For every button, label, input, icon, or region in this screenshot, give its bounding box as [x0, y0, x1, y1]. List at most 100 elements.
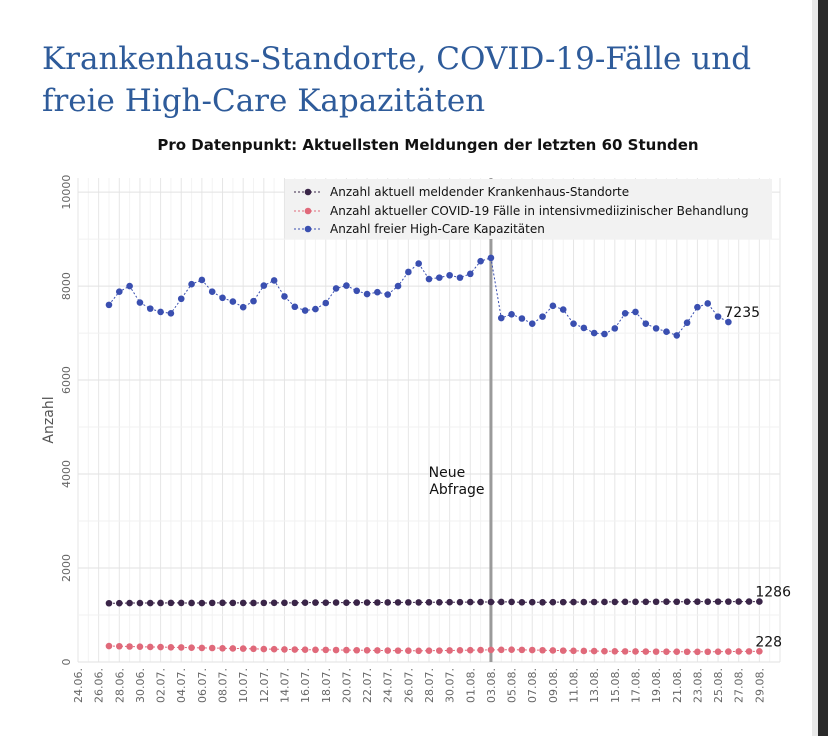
series-highcare-point	[177, 295, 185, 303]
series-highcare-point	[394, 282, 402, 290]
series-covid-point	[487, 646, 495, 654]
x-tick-label: 19.08.	[650, 668, 663, 703]
series-covid	[105, 642, 763, 656]
series-covid-point	[570, 647, 577, 655]
series-highcare-point	[601, 330, 608, 338]
series-covid-point	[425, 647, 433, 655]
page-title: Krankenhaus-Standorte, COVID-19-Fälle un…	[42, 38, 802, 122]
series-covid-point	[332, 646, 340, 654]
series-hospitals-point	[683, 598, 691, 606]
series-highcare-point	[374, 288, 381, 296]
x-tick-label: 14.07.	[278, 668, 291, 703]
series-hospitals-point	[549, 598, 557, 606]
x-tick-label: 27.08.	[733, 668, 746, 703]
series-covid-point	[415, 647, 422, 655]
x-tick-label: 30.06.	[134, 668, 147, 703]
series-hospitals-point	[570, 598, 577, 606]
series-covid-point	[436, 647, 443, 654]
series-covid-point	[126, 643, 133, 650]
series-highcare-point	[146, 305, 154, 312]
series-hospitals-point	[188, 599, 195, 607]
x-tick-label: 18.07.	[320, 668, 333, 703]
series-hospitals-point	[590, 598, 598, 606]
legend-label-highcare: Anzahl freier High-Care Kapazitäten	[330, 222, 545, 236]
x-tick-label: 11.08.	[568, 668, 581, 703]
series-highcare-point	[714, 313, 722, 320]
series-covid-point	[219, 644, 226, 652]
x-tick-label: 25.08.	[712, 668, 725, 703]
series-highcare-point	[157, 308, 164, 316]
series-covid-point	[270, 645, 278, 653]
series-covid-point	[528, 646, 536, 654]
series-hospitals-point	[177, 599, 185, 607]
series-covid-point	[363, 647, 371, 654]
series-highcare-point	[652, 325, 660, 332]
legend-box	[285, 179, 772, 239]
series-covid-point	[694, 648, 701, 656]
series-covid-point	[291, 646, 299, 653]
x-tick-label: 20.07.	[340, 668, 353, 703]
series-highcare-point	[725, 318, 732, 326]
series-hospitals-point	[363, 599, 371, 606]
x-tick-label: 26.06.	[93, 668, 106, 703]
series-hospitals-point	[270, 599, 278, 607]
series-highcare-point	[570, 320, 577, 327]
series-hospitals-point	[332, 599, 340, 606]
x-tick-label: 03.08.	[485, 668, 498, 703]
series-covid-point	[446, 647, 453, 654]
series-hospitals-point	[425, 599, 433, 606]
end-label-hospitals: 1286	[755, 585, 791, 601]
series-highcare-point	[250, 297, 257, 305]
x-tick-label: 21.08.	[671, 668, 684, 703]
series-highcare-point	[270, 277, 278, 284]
series-hospitals-point	[528, 598, 536, 606]
series-highcare-point	[332, 285, 340, 292]
series-covid-point	[714, 648, 722, 655]
series-hospitals-point	[322, 599, 330, 606]
y-tick-label: 6000	[60, 366, 73, 394]
series-covid-point	[115, 642, 123, 650]
series-highcare-point	[425, 275, 433, 283]
x-tick-label: 12.07.	[258, 668, 271, 703]
series-highcare-point	[642, 320, 650, 327]
series-hospitals-point	[384, 599, 392, 606]
page-edge-shadow	[812, 0, 818, 736]
series-highcare-point	[508, 310, 515, 318]
series-covid-point	[549, 647, 557, 654]
x-tick-label: 26.07.	[402, 668, 415, 703]
series-covid-point	[663, 648, 670, 655]
series-highcare-point	[126, 282, 133, 290]
series-covid-point	[477, 646, 484, 654]
series-covid-point	[405, 647, 412, 655]
legend: Anzahl aktuell meldender Krankenhaus-Sta…	[285, 179, 772, 239]
series-covid-point	[198, 644, 206, 652]
series-hospitals-point	[735, 598, 743, 605]
x-tick-label: 06.07.	[196, 668, 209, 703]
series-hospitals-point	[714, 598, 722, 605]
series-hospitals-point	[229, 599, 237, 607]
series-hospitals-point	[374, 599, 381, 606]
legend-key-point	[304, 225, 312, 233]
series-highcare-point	[405, 268, 412, 276]
series-hospitals-point	[663, 598, 670, 606]
series-covid-point	[208, 644, 216, 652]
series-hospitals-point	[745, 598, 753, 605]
series-covid-point	[580, 647, 588, 655]
series-covid-point	[497, 646, 505, 654]
page-title-line-2: freie High-Care Kapazitäten	[42, 83, 486, 119]
x-tick-label: 13.08.	[588, 668, 601, 703]
series-hospitals-point	[497, 598, 505, 606]
series-hospitals-point	[725, 598, 732, 605]
series-hospitals-point	[694, 598, 701, 605]
series-hospitals-point	[652, 598, 660, 606]
x-tick-label: 05.08.	[506, 668, 519, 703]
series-hospitals-point	[167, 599, 175, 607]
x-tick-label: 24.07.	[382, 668, 395, 703]
series-highcare-point	[301, 307, 309, 314]
series-highcare-point	[208, 288, 216, 296]
series-covid-line	[108, 645, 760, 653]
y-axis-label: Anzahl	[41, 396, 57, 443]
series-highcare-point	[384, 291, 392, 298]
series-covid-point	[642, 648, 650, 655]
series-hospitals-point	[250, 599, 257, 607]
